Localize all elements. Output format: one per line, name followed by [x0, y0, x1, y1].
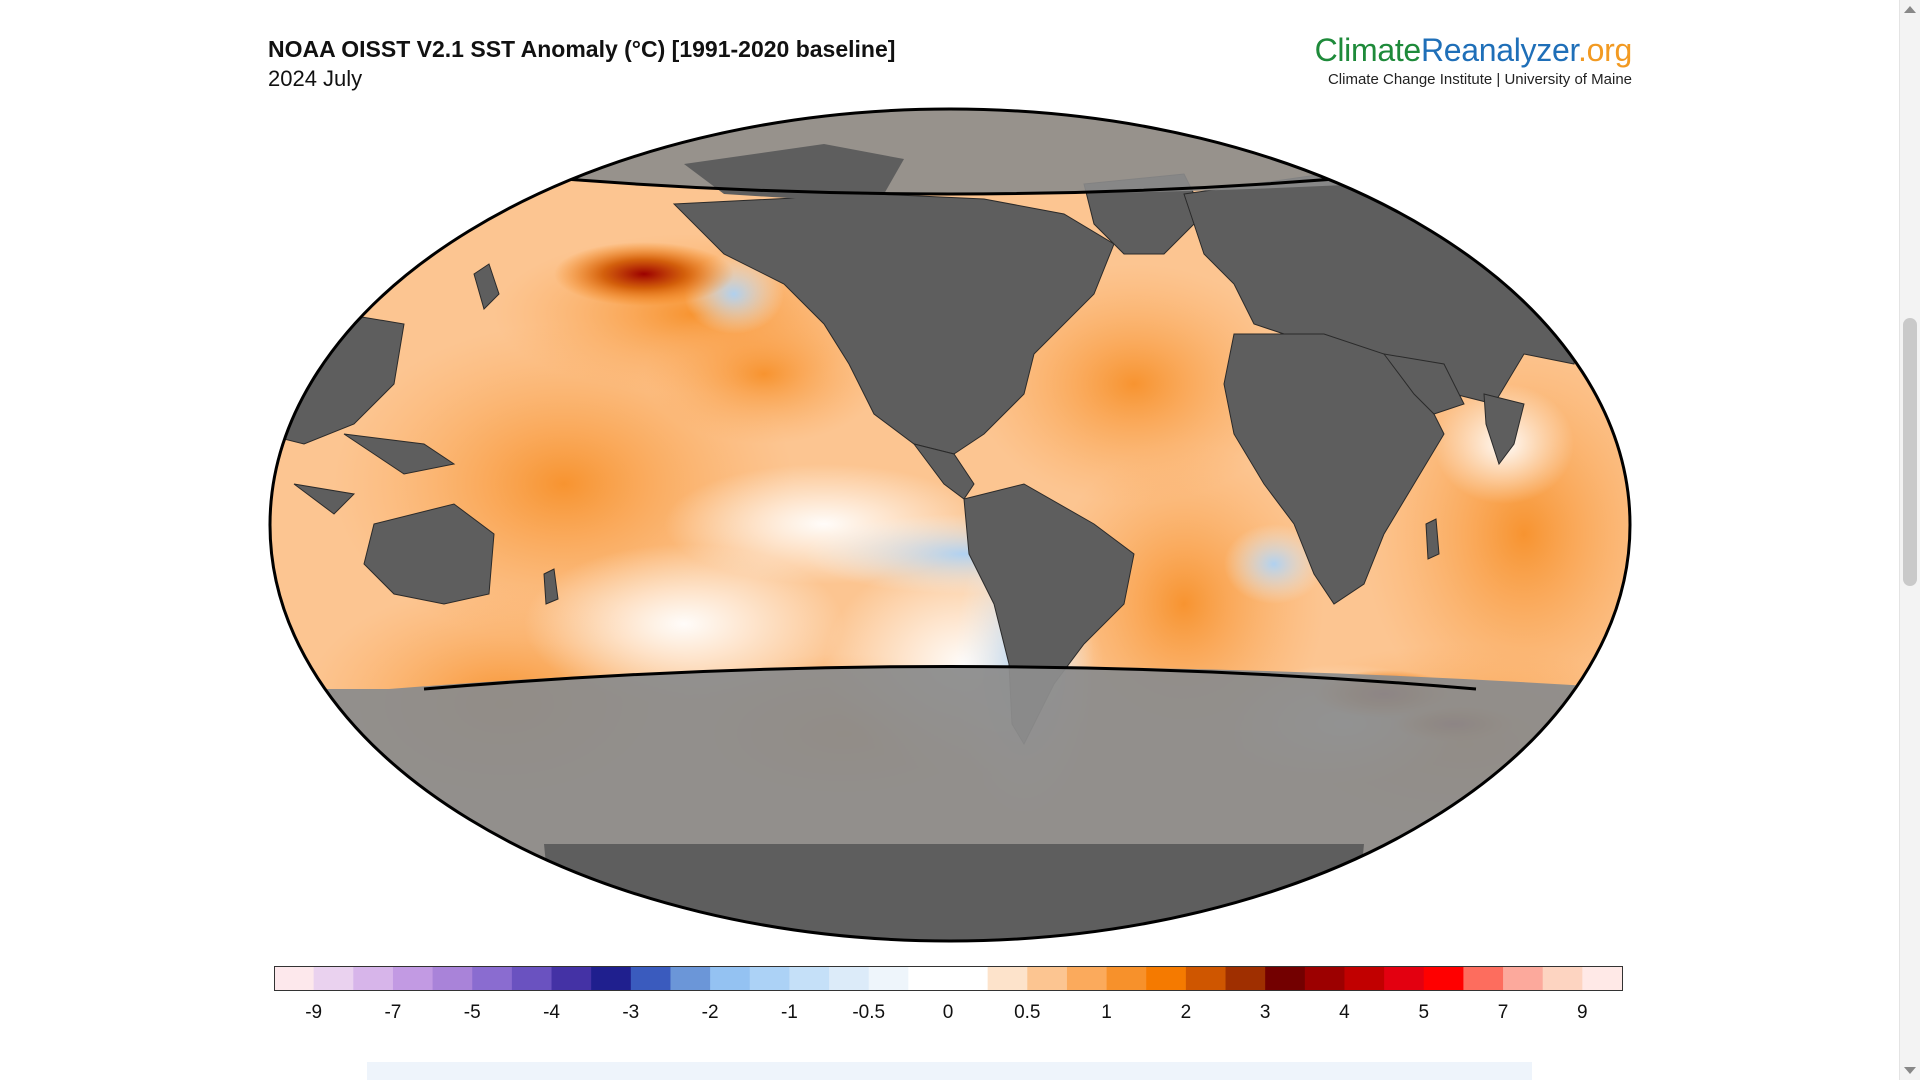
- colorbar-swatch: [670, 967, 711, 990]
- colorbar-swatch: [1582, 967, 1623, 990]
- map-title: NOAA OISST V2.1 SST Anomaly (°C) [1991-2…: [268, 36, 896, 62]
- colorbar-tick-labels: -9 -7 -5 -4 -3 -2 -1 -0.5 0 0.5 1 2 3 4 5 7 9: [305, 1002, 1587, 1023]
- ocean-anomaly-field: [270, 109, 1630, 941]
- colorbar-swatch: [1344, 967, 1385, 990]
- colorbar-swatch: [1542, 967, 1583, 990]
- brand-wordmark-part-3: .org: [1578, 32, 1632, 68]
- colorbar-tick-label: -4: [543, 1002, 560, 1023]
- antarctica: [544, 844, 1364, 941]
- colorbar-swatch: [591, 967, 632, 990]
- arctic-boundary: [423, 164, 1477, 196]
- colorbar-swatch: [1106, 967, 1147, 990]
- colorbar-tick-label: 7: [1498, 1002, 1509, 1023]
- sst-anomaly-map: [268, 107, 1632, 943]
- colorbar-swatch: [630, 967, 672, 990]
- colorbar-swatch: [710, 967, 751, 990]
- colorbar-swatch: [1384, 967, 1425, 990]
- colorbar-tick-label: -5: [464, 1002, 481, 1023]
- scroll-down-icon[interactable]: [1904, 1067, 1916, 1074]
- colorbar-tick-label: 1: [1101, 1002, 1112, 1023]
- colorbar-tick-label: 4: [1339, 1002, 1350, 1023]
- colorbar: -9 -7 -5 -4 -3 -2 -1 -0.5 0 0.5 1 2 3 4 5 7 9: [274, 966, 1623, 1023]
- colorbar-tick-label: -7: [384, 1002, 401, 1023]
- scrollbar[interactable]: [1899, 0, 1920, 1080]
- colorbar-swatch: [313, 967, 354, 990]
- colorbar-swatch: [353, 967, 394, 990]
- colorbar-swatch: [432, 967, 473, 990]
- colorbar-swatch: [829, 967, 870, 990]
- colorbar-swatch: [1146, 967, 1187, 990]
- colorbar-swatch: [1463, 967, 1504, 990]
- scrollbar-thumb[interactable]: [1903, 318, 1917, 586]
- globe-outline: [268, 107, 1632, 943]
- colorbar-swatch: [1304, 967, 1346, 990]
- colorbar-swatch: [987, 967, 1028, 990]
- brand-wordmark-part-1: Climate: [1314, 32, 1422, 68]
- colorbar-swatch: [1027, 967, 1068, 990]
- colorbar-tick-label: -9: [305, 1002, 322, 1023]
- colorbar-swatch: [1225, 967, 1266, 990]
- colorbar-swatch: [274, 967, 315, 990]
- colorbar-swatch: [1265, 967, 1306, 990]
- map-subtitle: 2024 July: [268, 66, 363, 91]
- colorbar-swatch: [749, 967, 791, 990]
- colorbar-swatch: [908, 967, 949, 990]
- brand-wordmark-part-2: Reanalyzer: [1420, 32, 1579, 68]
- colorbar-swatch: [1503, 967, 1544, 990]
- colorbar-tick-label: -3: [622, 1002, 639, 1023]
- colorbar-swatch: [472, 967, 513, 990]
- colorbar-swatches: [274, 967, 1623, 990]
- brand-logo[interactable]: ClimateReanalyzer.org Climate Change Ins…: [1312, 32, 1633, 88]
- colorbar-swatch: [1423, 967, 1465, 990]
- colorbar-swatch: [392, 967, 434, 990]
- colorbar-swatch: [1066, 967, 1108, 990]
- colorbar-tick-label: 9: [1577, 1002, 1588, 1023]
- colorbar-tick-label: 0.5: [1014, 1002, 1040, 1023]
- antarctic-boundary: [423, 665, 1477, 691]
- arctic-land: [684, 144, 904, 199]
- arctic-mask: [270, 109, 1630, 194]
- colorbar-swatch: [511, 967, 553, 990]
- colorbar-swatch: [789, 967, 830, 990]
- colorbar-tick-label: -1: [781, 1002, 798, 1023]
- colorbar-tick-label: -2: [702, 1002, 719, 1023]
- colorbar-swatch: [1185, 967, 1227, 990]
- colorbar-swatch: [948, 967, 989, 990]
- colorbar-border: [274, 966, 1623, 991]
- colorbar-tick-label: 3: [1260, 1002, 1271, 1023]
- next-panel-edge: [367, 1062, 1532, 1080]
- colorbar-tick-label: 0: [943, 1002, 954, 1023]
- brand-wordmark: ClimateReanalyzer.org: [1312, 32, 1633, 69]
- brand-subtitle: Climate Change Institute | University of…: [1327, 71, 1632, 88]
- colorbar-swatch: [551, 967, 592, 990]
- colorbar-swatch: [868, 967, 909, 990]
- scroll-up-icon[interactable]: [1904, 6, 1916, 13]
- colorbar-tick-label: 2: [1181, 1002, 1192, 1023]
- colorbar-tick-label: -0.5: [852, 1002, 885, 1023]
- colorbar-tick-label: 5: [1418, 1002, 1429, 1023]
